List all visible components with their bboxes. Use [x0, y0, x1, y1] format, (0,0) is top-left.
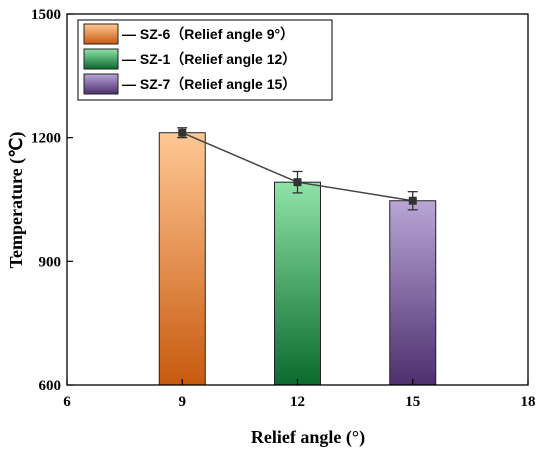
- legend-swatch-9: [83, 23, 119, 45]
- x-tick-label-12: 12: [290, 394, 305, 410]
- line-layer: [177, 127, 418, 211]
- marker-9: [178, 128, 187, 137]
- bars-layer: [158, 132, 437, 386]
- axes: 6 9 12 15 18 600 900 1200 1500: [31, 7, 536, 410]
- y-tick-label-900: 900: [39, 254, 62, 270]
- legend-swatch-12: [83, 48, 119, 70]
- bar-9: [158, 132, 206, 386]
- x-tick-label-6: 6: [63, 394, 71, 410]
- y-tick-label-600: 600: [39, 378, 62, 394]
- y-axis-title: Temperature (℃): [6, 132, 27, 269]
- legend-label-12: — SZ-1（Relief angle 12）: [122, 51, 296, 67]
- legend: — SZ-6（Relief angle 9°） — SZ-1（Relief ang…: [77, 19, 333, 101]
- marker-12: [293, 178, 302, 187]
- y-tick-label-1200: 1200: [31, 131, 61, 147]
- legend-swatch-15: [83, 73, 119, 95]
- bar-15: [389, 200, 437, 386]
- y-tick-label-1500: 1500: [31, 7, 61, 23]
- x-axis-title: Relief angle (°): [251, 427, 365, 448]
- legend-label-15: — SZ-7（Relief angle 15）: [122, 76, 296, 92]
- legend-box: [77, 19, 333, 101]
- marker-15: [408, 196, 417, 205]
- bar-12: [274, 181, 321, 386]
- legend-label-9: — SZ-6（Relief angle 9°）: [122, 26, 294, 42]
- x-tick-label-15: 15: [405, 394, 420, 410]
- x-tick-label-9: 9: [179, 394, 187, 410]
- x-tick-label-18: 18: [521, 394, 536, 410]
